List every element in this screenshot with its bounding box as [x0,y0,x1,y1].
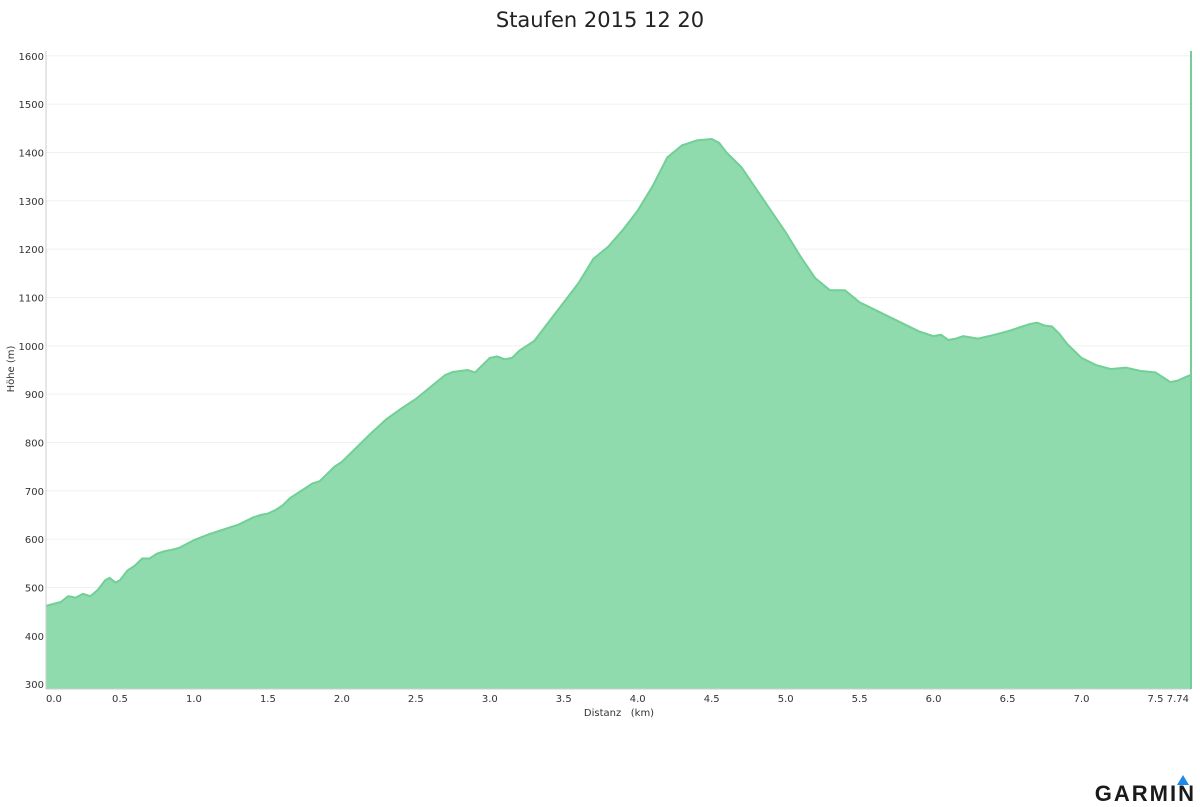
y-tick-label: 1000 [19,342,44,353]
y-tick-label: 1500 [19,100,44,111]
x-tick-label: 7.74 [1167,694,1189,705]
elevation-area [46,138,1191,689]
y-tick-label: 1100 [19,294,44,305]
x-tick-label: 5.5 [852,694,868,705]
x-tick-label: 5.0 [778,694,794,705]
x-tick-label: 3.5 [556,694,572,705]
x-tick-label: 2.5 [408,694,424,705]
y-tick-label: 1600 [19,52,44,63]
x-tick-label: 4.5 [704,694,720,705]
y-tick-label: 700 [25,487,44,498]
y-tick-label: 800 [25,439,44,450]
garmin-wordmark: GARMIN [1094,781,1196,806]
y-tick-label: 1200 [19,245,44,256]
y-tick-label: 500 [25,584,44,595]
x-axis-ticks: 0.0 0.5 1.0 1.5 2.0 2.5 3.0 3.5 4.0 4.5 5.0 5.5 6.0 6… [46,694,1189,705]
y-axis-ticks: 300 400 500 600 700 800 900 1000 1100 1200 1300 140… [19,52,44,691]
y-tick-label: 900 [25,390,44,401]
x-tick-label: 0.5 [112,694,128,705]
garmin-triangle-icon [1177,775,1189,785]
elevation-line [45,137,1192,607]
x-tick-label: 7.5 [1148,694,1164,705]
y-tick-label: 1300 [19,197,44,208]
x-tick-label: 1.5 [260,694,276,705]
garmin-logo: GARMIN [1086,775,1196,807]
y-tick-label: 1400 [19,149,44,160]
y-axis-title: Höhe (m) [6,345,17,392]
y-tick-label: 400 [25,632,44,643]
axes [45,51,1192,690]
x-tick-label: 7.0 [1074,694,1090,705]
x-tick-label: 0.0 [46,694,62,705]
y-tick-label: 600 [25,535,44,546]
x-tick-label: 6.5 [1000,694,1016,705]
x-tick-label: 2.0 [334,694,350,705]
x-tick-label: 6.0 [926,694,942,705]
chart-title: Staufen 2015 12 20 [495,8,705,32]
x-tick-label: 1.0 [186,694,202,705]
x-tick-label: 3.0 [482,694,498,705]
y-tick-label: 300 [25,680,44,691]
x-tick-label: 4.0 [630,694,646,705]
x-axis-title: Distanz (km) [584,708,654,719]
